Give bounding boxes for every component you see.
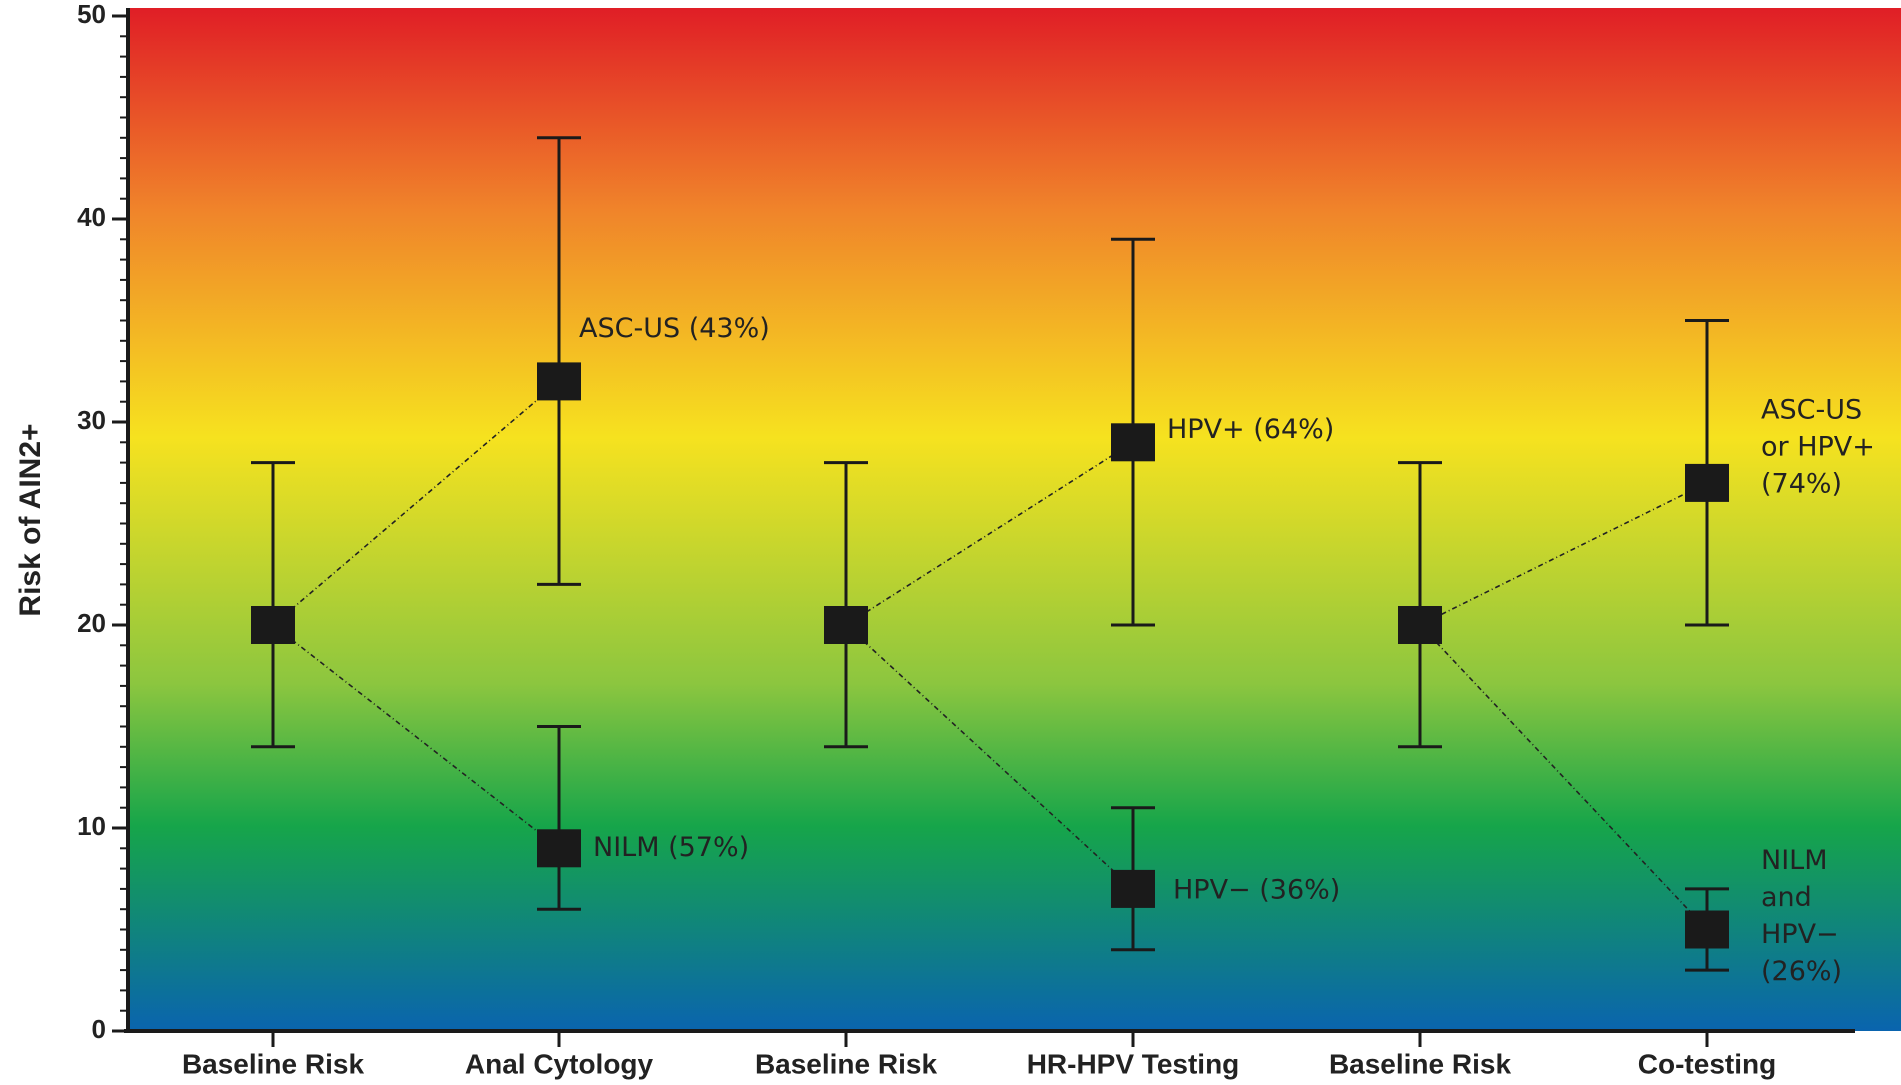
x-category-label-0: Baseline Risk: [182, 1048, 365, 1079]
annotation-2-line-0: NILM (57%): [593, 832, 749, 863]
y-tick-label-40: 40: [77, 202, 106, 232]
annotation-1-line-0: ASC-US (43%): [579, 313, 770, 344]
annotation-7-line-1: or HPV+: [1761, 431, 1875, 462]
annotation-5-line-0: HPV− (36%): [1173, 874, 1340, 905]
error-bars: [251, 136, 1729, 972]
annotation-7-line-2: (74%): [1761, 468, 1842, 499]
annotation-8-line-1: and: [1761, 882, 1812, 913]
x-category-label-4: Baseline Risk: [1329, 1048, 1512, 1079]
data-marker-5: [1111, 869, 1155, 908]
data-marker-7: [1685, 463, 1729, 502]
plot-background: [128, 8, 1901, 1031]
annotation-7-line-0: ASC-US: [1761, 394, 1862, 425]
x-category-label-1: Anal Cytology: [465, 1048, 654, 1079]
data-marker-8: [1685, 910, 1729, 949]
annotation-8-line-2: HPV−: [1761, 919, 1839, 950]
annotation-8-line-3: (26%): [1761, 956, 1842, 987]
y-tick-label-10: 10: [77, 811, 106, 841]
data-marker-4: [1111, 423, 1155, 462]
annotation-8-line-0: NILM: [1761, 845, 1828, 876]
axes: 0 10 20 30 40 50 Baseline Risk Anal Cytology Bas…: [77, 0, 1855, 1079]
data-marker-6: [1398, 606, 1442, 644]
connection-line-1: [272, 624, 560, 849]
x-category-label-5: Co-testing: [1638, 1048, 1776, 1079]
y-tick-label-0: 0: [92, 1014, 106, 1044]
data-marker-0: [251, 606, 295, 644]
x-category-label-2: Baseline Risk: [755, 1048, 938, 1079]
y-tick-label-50: 50: [77, 0, 106, 29]
data-marker-3: [824, 606, 868, 644]
x-category-label-3: HR-HPV Testing: [1027, 1048, 1240, 1079]
connection-line-2: [845, 441, 1134, 626]
y-axis-label: Risk of AIN2+: [14, 423, 47, 616]
connection-line-3: [845, 624, 1134, 890]
data-marker-1: [537, 362, 581, 401]
data-markers: [251, 362, 1729, 949]
point-annotations: ASC-US (43%) NILM (57%) HPV+ (64%) HPV− (36…: [579, 313, 1875, 987]
connection-line-0: [272, 380, 560, 626]
connection-line-5: [1419, 624, 1708, 931]
connection-line-4: [1419, 482, 1708, 626]
annotation-4-line-0: HPV+ (64%): [1167, 414, 1334, 445]
y-tick-label-20: 20: [77, 608, 106, 638]
y-tick-label-30: 30: [77, 405, 106, 435]
connection-lines: [272, 380, 1708, 931]
data-marker-2: [537, 829, 581, 868]
